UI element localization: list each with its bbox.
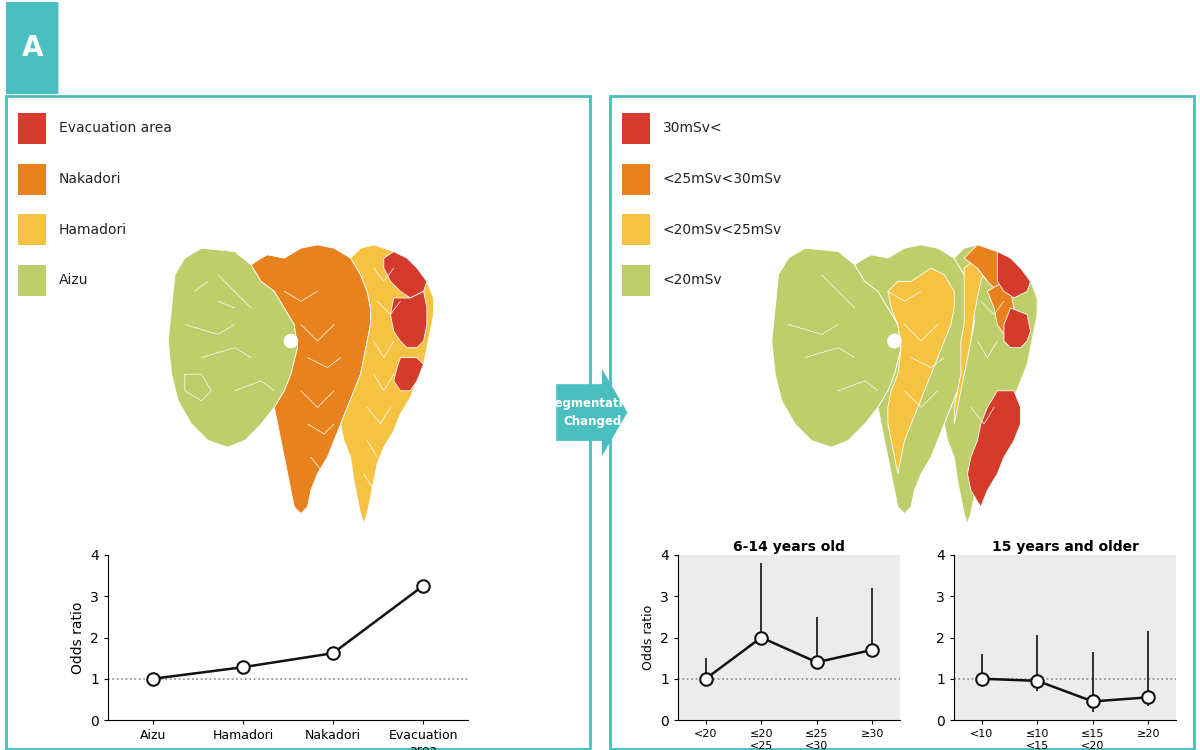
Y-axis label: Odds ratio: Odds ratio xyxy=(642,604,654,670)
Polygon shape xyxy=(341,245,433,524)
FancyBboxPatch shape xyxy=(622,265,649,296)
Text: Segmentation by contamination
level: Segmentation by contamination level xyxy=(164,26,490,69)
Polygon shape xyxy=(988,281,1014,334)
Text: 30mSv<: 30mSv< xyxy=(662,122,722,136)
Circle shape xyxy=(284,334,298,348)
Circle shape xyxy=(888,334,901,348)
Y-axis label: Odds ratio: Odds ratio xyxy=(71,602,84,674)
Text: Evacuation area: Evacuation area xyxy=(59,122,172,136)
FancyArrow shape xyxy=(557,369,628,456)
Title: 6-14 years old: 6-14 years old xyxy=(733,540,845,554)
FancyBboxPatch shape xyxy=(18,112,46,144)
Text: Segmentation by estimated radition
level reported by UNSCEAR: Segmentation by estimated radition level… xyxy=(748,26,1115,69)
Polygon shape xyxy=(997,251,1031,298)
Title: 15 years and older: 15 years and older xyxy=(991,540,1139,554)
FancyBboxPatch shape xyxy=(622,214,649,245)
FancyBboxPatch shape xyxy=(18,164,46,195)
FancyBboxPatch shape xyxy=(18,214,46,245)
Polygon shape xyxy=(251,245,371,514)
FancyBboxPatch shape xyxy=(622,164,649,195)
Polygon shape xyxy=(1004,308,1031,348)
Polygon shape xyxy=(185,374,211,400)
Polygon shape xyxy=(384,251,427,298)
Text: <25mSv<30mSv: <25mSv<30mSv xyxy=(662,172,782,186)
Polygon shape xyxy=(944,245,1037,524)
Text: Segmentation
Changed: Segmentation Changed xyxy=(546,398,640,427)
FancyBboxPatch shape xyxy=(622,112,649,144)
FancyBboxPatch shape xyxy=(6,2,59,94)
Polygon shape xyxy=(964,245,1010,291)
Polygon shape xyxy=(772,248,901,447)
Polygon shape xyxy=(390,291,427,348)
Text: <20mSv: <20mSv xyxy=(662,274,722,287)
Polygon shape xyxy=(967,391,1020,507)
Text: Hamadori: Hamadori xyxy=(59,223,127,237)
Text: <20mSv<25mSv: <20mSv<25mSv xyxy=(662,223,782,237)
Text: A: A xyxy=(22,34,43,62)
Polygon shape xyxy=(954,258,988,424)
Text: Nakadori: Nakadori xyxy=(59,172,121,186)
Polygon shape xyxy=(168,248,298,447)
FancyBboxPatch shape xyxy=(18,265,46,296)
Polygon shape xyxy=(394,358,424,391)
Text: Aizu: Aizu xyxy=(59,274,89,287)
Polygon shape xyxy=(888,268,954,474)
Text: B: B xyxy=(625,34,647,62)
Polygon shape xyxy=(854,245,974,514)
